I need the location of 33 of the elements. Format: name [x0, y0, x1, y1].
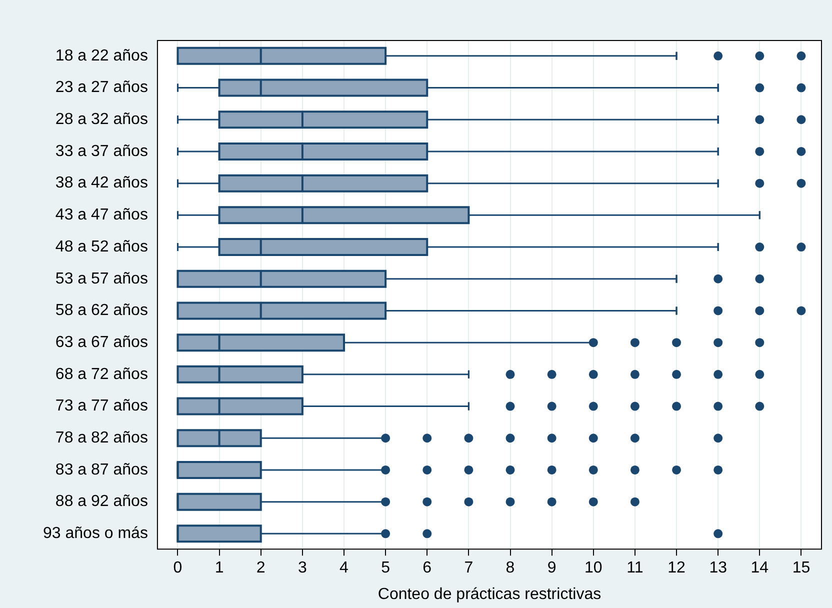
y-tick-label: 48 a 52 años [55, 238, 148, 256]
y-tick-label: 33 a 37 años [55, 142, 148, 160]
x-tick-label: 9 [547, 560, 556, 577]
y-tick-label: 83 a 87 años [55, 461, 148, 478]
x-tick-label: 0 [173, 560, 182, 577]
y-tick-label: 18 a 22 años [55, 47, 148, 64]
x-tick-label: 15 [792, 560, 810, 577]
y-tick-label: 38 a 42 años [55, 174, 148, 192]
x-tick-label: 7 [464, 560, 474, 577]
y-tick-label: 58 a 62 años [55, 302, 148, 320]
x-tick-label: 4 [340, 560, 349, 577]
x-tick-label: 14 [750, 560, 769, 577]
y-tick-label: 93 años o más [43, 525, 148, 542]
x-tick-label: 13 [709, 560, 728, 577]
y-tick-label: 88 a 92 años [55, 493, 148, 510]
x-tick-label: 8 [506, 560, 515, 577]
x-tick-label: 1 [214, 560, 224, 577]
y-tick-label: 73 a 77 años [55, 398, 148, 415]
y-tick-label: 68 a 72 años [55, 366, 148, 383]
x-axis-title: Conteo de prácticas restrictivas [378, 586, 602, 603]
x-tick-label: 3 [298, 560, 307, 577]
y-tick-label: 78 a 82 años [55, 430, 148, 447]
x-tick-label: 5 [381, 560, 390, 577]
x-tick-label: 12 [668, 560, 686, 577]
y-tick-label: 28 a 32 años [55, 111, 148, 128]
y-tick-label: 43 a 47 años [55, 206, 148, 224]
x-tick-label: 6 [422, 560, 432, 577]
x-tick-label: 10 [584, 560, 602, 577]
x-tick-label: 11 [626, 560, 644, 577]
y-tick-label: 63 a 67 años [55, 334, 148, 351]
x-tick-label: 2 [256, 560, 266, 577]
y-tick-label: 53 a 57 años [55, 270, 148, 288]
y-tick-label: 23 a 27 años [55, 79, 148, 96]
